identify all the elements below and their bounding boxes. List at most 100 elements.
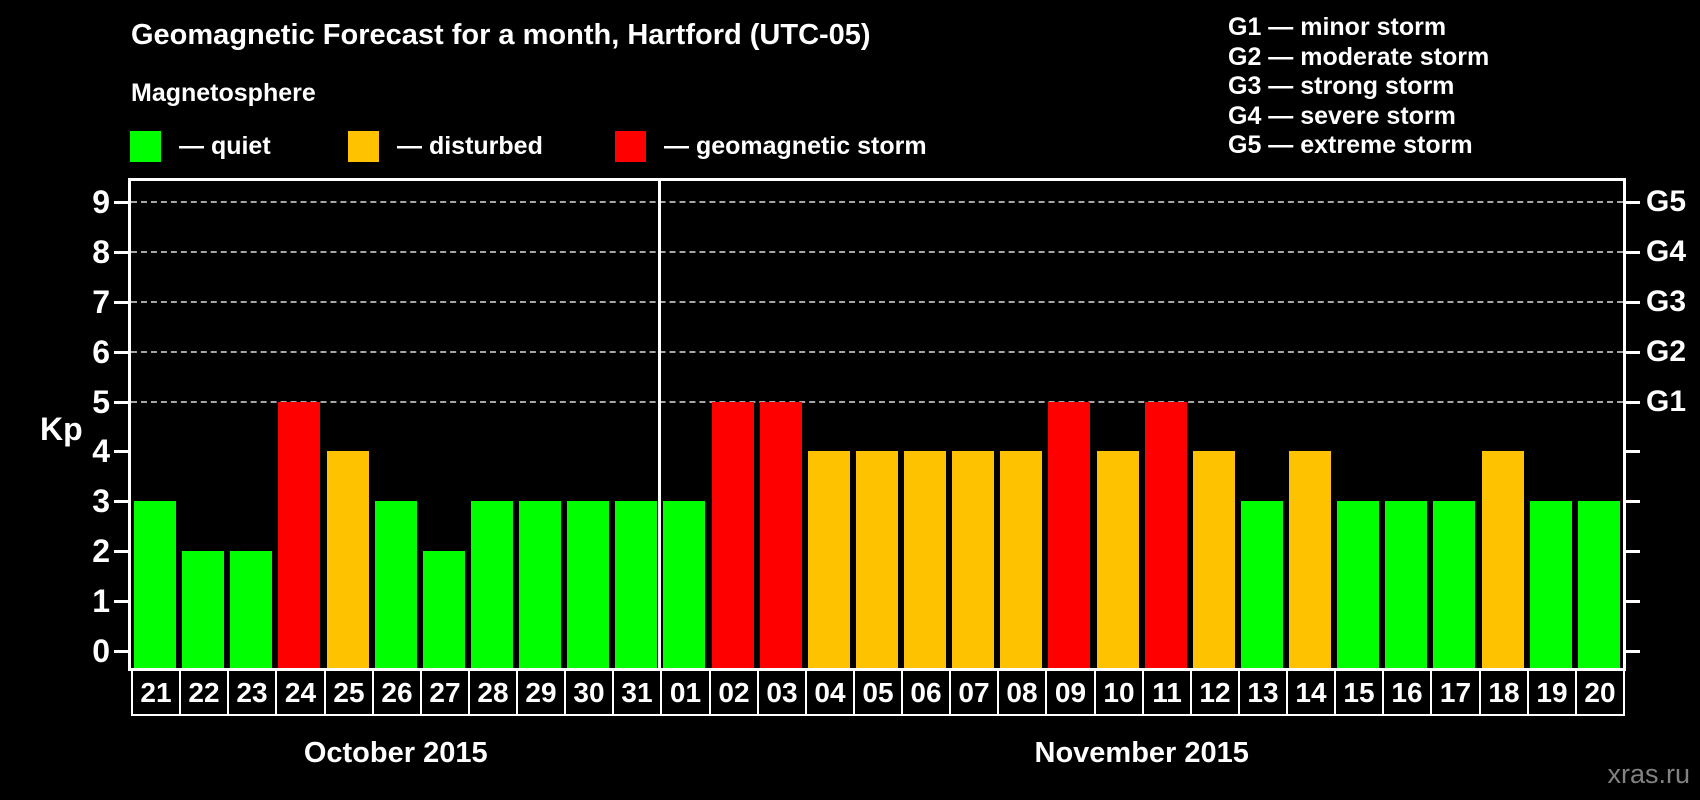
day-label-oct-23: 23 — [227, 669, 277, 716]
day-label-nov-18: 18 — [1479, 669, 1529, 716]
y-tick-left-7 — [114, 300, 128, 304]
kp-bar-oct-25 — [327, 451, 369, 668]
y-tick-left-3 — [114, 500, 128, 504]
legend-label-storm: — geomagnetic storm — [664, 132, 927, 160]
day-label-nov-07: 07 — [949, 669, 999, 716]
y-tick-left-1 — [114, 600, 128, 604]
day-label-oct-24: 24 — [275, 669, 326, 716]
grid-line-kp7 — [131, 300, 1623, 303]
y-tick-right-2 — [1626, 550, 1640, 554]
chart-title: Geomagnetic Forecast for a month, Hartfo… — [131, 19, 871, 51]
day-label-nov-06: 06 — [901, 669, 951, 716]
g-axis-label-g5: G5 — [1646, 184, 1687, 218]
day-label-oct-26: 26 — [372, 669, 422, 716]
grid-line-kp5 — [131, 400, 1623, 403]
day-label-oct-30: 30 — [564, 669, 614, 716]
y-tick-right-8 — [1626, 250, 1640, 254]
kp-bar-nov-16 — [1385, 501, 1427, 668]
y-tick-label-5: 5 — [92, 383, 110, 420]
legend-swatch-disturbed — [348, 131, 379, 162]
kp-bar-oct-31 — [615, 501, 657, 668]
day-label-oct-31: 31 — [612, 669, 662, 716]
kp-bar-nov-02 — [712, 401, 754, 668]
kp-bar-nov-15 — [1337, 501, 1379, 668]
kp-bar-nov-13 — [1241, 501, 1283, 668]
day-label-oct-28: 28 — [468, 669, 518, 716]
kp-bar-nov-17 — [1433, 501, 1475, 668]
kp-bar-nov-03 — [760, 401, 802, 668]
y-tick-right-9 — [1626, 200, 1640, 204]
y-tick-right-6 — [1626, 350, 1640, 354]
kp-bar-nov-18 — [1482, 451, 1524, 668]
day-label-nov-19: 19 — [1527, 669, 1577, 716]
day-label-nov-14: 14 — [1286, 669, 1336, 716]
y-tick-label-9: 9 — [92, 183, 110, 220]
y-tick-label-4: 4 — [92, 433, 110, 470]
kp-bar-nov-11 — [1145, 401, 1187, 668]
legend-label-quiet: — quiet — [179, 132, 271, 160]
kp-bar-oct-30 — [567, 501, 609, 668]
g-legend-row-g3: G3 — strong storm — [1228, 72, 1455, 101]
kp-bar-oct-29 — [519, 501, 561, 668]
day-label-oct-25: 25 — [324, 669, 374, 716]
day-label-nov-09: 09 — [1045, 669, 1096, 716]
y-tick-right-1 — [1626, 600, 1640, 604]
day-label-nov-10: 10 — [1094, 669, 1144, 716]
storm-scale-legend: G1 — minor storm G2 — moderate storm G3 — … — [1228, 13, 1489, 161]
kp-bar-nov-06 — [904, 451, 946, 668]
day-label-nov-15: 15 — [1334, 669, 1384, 716]
kp-bar-oct-28 — [471, 501, 513, 668]
kp-bar-nov-07 — [952, 451, 994, 668]
day-label-nov-03: 03 — [757, 669, 807, 716]
day-label-nov-12: 12 — [1190, 669, 1240, 716]
day-label-nov-17: 17 — [1430, 669, 1481, 716]
grid-line-kp9 — [131, 200, 1623, 203]
legend-swatch-storm — [615, 131, 646, 162]
kp-bar-nov-09 — [1048, 401, 1090, 668]
kp-bar-nov-20 — [1578, 501, 1620, 668]
y-tick-left-5 — [114, 400, 128, 404]
y-tick-right-5 — [1626, 400, 1640, 404]
kp-bar-oct-24 — [278, 401, 320, 668]
kp-bar-oct-26 — [375, 501, 417, 668]
day-label-nov-04: 04 — [805, 669, 855, 716]
y-tick-left-2 — [114, 550, 128, 554]
legend-swatch-quiet — [130, 131, 161, 162]
y-tick-left-6 — [114, 350, 128, 354]
y-tick-left-9 — [114, 200, 128, 204]
y-tick-right-7 — [1626, 300, 1640, 304]
y-tick-label-8: 8 — [92, 233, 110, 270]
y-tick-right-4 — [1626, 450, 1640, 454]
g-legend-row-g1: G1 — minor storm — [1228, 13, 1447, 41]
y-tick-right-3 — [1626, 500, 1640, 504]
grid-line-kp6 — [131, 350, 1623, 353]
y-tick-label-0: 0 — [92, 633, 110, 669]
g-legend-row-g4: G4 — severe storm — [1228, 101, 1456, 130]
kp-bar-nov-12 — [1193, 451, 1235, 668]
y-tick-label-3: 3 — [92, 483, 110, 520]
grid-line-kp8 — [131, 250, 1623, 253]
y-tick-left-0 — [114, 650, 128, 653]
g-axis-label-g1: G1 — [1646, 384, 1687, 418]
legend-item-storm: — geomagnetic storm — [615, 131, 927, 162]
day-label-oct-27: 27 — [420, 669, 470, 716]
magnetosphere-label: Magnetosphere — [131, 79, 316, 107]
kp-bar-nov-04 — [808, 451, 850, 668]
legend-label-disturbed: — disturbed — [397, 132, 543, 160]
day-label-nov-05: 05 — [853, 669, 903, 716]
g-legend-row-g5: G5 — extreme storm — [1228, 131, 1473, 160]
plot-area — [128, 178, 1626, 671]
kp-bar-oct-27 — [423, 551, 465, 668]
kp-bar-oct-23 — [230, 551, 272, 668]
y-axis-title: Kp — [40, 411, 83, 447]
g-axis-label-g4: G4 — [1646, 234, 1687, 268]
y-tick-left-4 — [114, 450, 128, 454]
y-tick-left-8 — [114, 250, 128, 254]
kp-bar-nov-05 — [856, 451, 898, 668]
day-label-nov-16: 16 — [1382, 669, 1432, 716]
g-axis-label-g2: G2 — [1646, 334, 1687, 368]
legend-item-disturbed: — disturbed — [348, 131, 543, 162]
kp-bar-nov-14 — [1289, 451, 1331, 668]
month-divider-line — [658, 181, 661, 668]
